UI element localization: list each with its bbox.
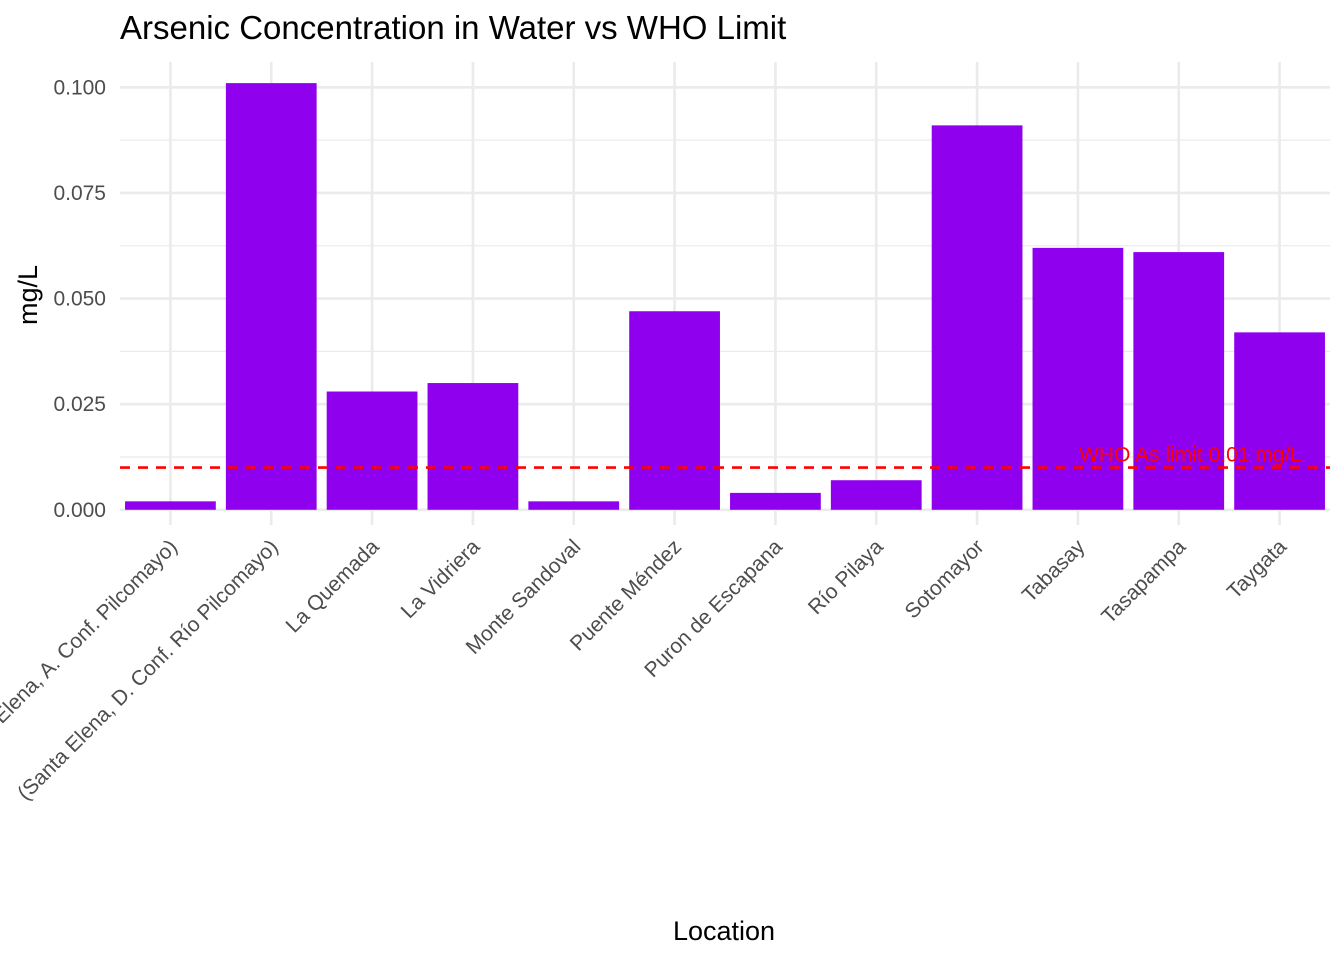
x-tick-label: La Quemada bbox=[281, 535, 383, 637]
who-limit-label: WHO As limit 0.01 mg/L bbox=[1079, 444, 1302, 467]
chart-title: Arsenic Concentration in Water vs WHO Li… bbox=[120, 9, 786, 46]
bars bbox=[125, 83, 1325, 510]
x-axis-title: Location bbox=[673, 916, 775, 946]
bar bbox=[427, 383, 519, 510]
x-axis-ticks: Santa Elena, A. Conf. Pilcomayo)(Santa E… bbox=[0, 535, 1291, 805]
bar bbox=[730, 492, 821, 510]
x-tick-label: Taygata bbox=[1223, 535, 1291, 603]
x-tick-label: Tabasay bbox=[1018, 535, 1090, 607]
y-tick-label: 0.025 bbox=[53, 393, 106, 416]
bar bbox=[528, 501, 620, 510]
bar bbox=[931, 125, 1023, 510]
x-tick-label: Río Pilaya bbox=[804, 535, 888, 619]
y-axis-ticks: 0.000 0.025 0.050 0.075 0.100 bbox=[53, 76, 106, 521]
y-tick-label: 0.075 bbox=[53, 182, 106, 205]
y-tick-label: 0.050 bbox=[53, 288, 106, 311]
reference-line-group: WHO As limit 0.01 mg/L bbox=[120, 444, 1330, 469]
bar bbox=[830, 480, 922, 510]
bar bbox=[1133, 252, 1225, 510]
y-tick-label: 0.000 bbox=[53, 499, 106, 522]
bar bbox=[1032, 247, 1124, 510]
bar bbox=[125, 501, 216, 510]
bar bbox=[1234, 332, 1325, 510]
y-axis-title: mg/L bbox=[13, 265, 43, 325]
y-tick-label: 0.100 bbox=[53, 76, 106, 99]
x-tick-label: La Vidriera bbox=[397, 535, 485, 623]
x-tick-label: Tasapampa bbox=[1097, 535, 1190, 628]
bar bbox=[225, 83, 317, 510]
bar bbox=[629, 311, 720, 510]
bar bbox=[326, 391, 418, 510]
x-tick-label: Sotomayor bbox=[901, 535, 989, 623]
